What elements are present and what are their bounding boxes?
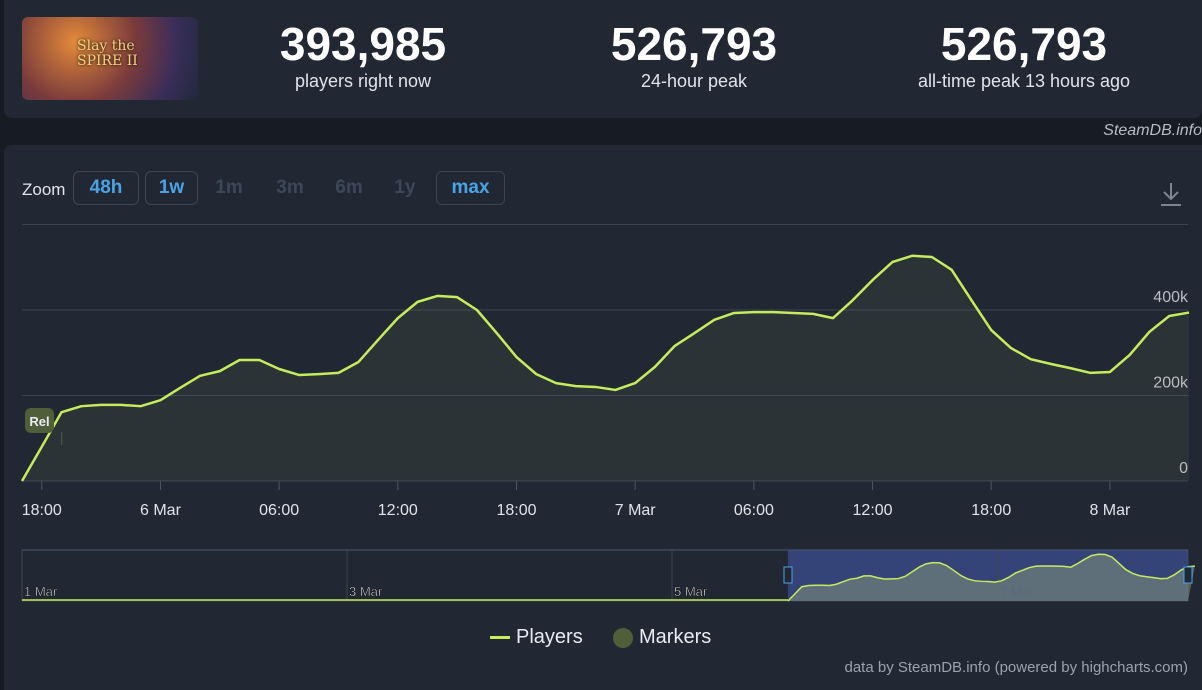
x-tick-label: 12:00 [378,502,418,519]
zoom-3m-button[interactable]: 3m [276,177,304,198]
x-tick-label: 18:00 [22,502,62,519]
zoom-max-button[interactable]: max [436,171,505,205]
download-icon[interactable] [1160,181,1182,207]
players-area [22,255,1190,481]
y-tick-label: 200k [1153,375,1189,392]
stat-alltime-peak: 526,793 all-time peak 13 hours ago [874,18,1174,92]
legend-players[interactable]: Players [490,626,583,649]
stat-label: 24-hour peak [640,71,748,91]
stat-label: all-time peak 13 hours ago [917,71,1131,91]
navigator-area [788,554,1195,601]
stat-value: 526,793 [610,18,778,70]
release-marker [25,408,54,433]
x-tick-label: 12:00 [853,502,893,519]
zoom-1y-button[interactable]: 1y [394,177,416,198]
legend-label: Markers [639,626,712,648]
y-tick-label: 400k [1153,289,1189,306]
stat-24h-peak: 526,793 24-hour peak [544,18,844,92]
zoom-label: Zoom [22,180,66,199]
y-tick-label: 0 [1179,460,1188,477]
legend-markers[interactable]: Markers [613,626,711,649]
circle-legend-icon [613,627,633,648]
x-tick-label: 8 Mar [1089,502,1131,519]
navigator-handle[interactable] [1183,566,1193,584]
game-banner[interactable]: Slay the SPIRE II [22,17,198,100]
stat-value: 526,793 [940,18,1108,70]
navigator-line [22,553,1195,602]
x-tick-label: 18:00 [971,502,1011,519]
x-tick-label: 06:00 [259,502,299,519]
game-logo: Slay the SPIRE II [77,38,138,69]
navigator-handle[interactable] [783,566,793,584]
x-tick-label: 7 Mar [615,502,657,519]
stat-current: 393,985 players right now [213,18,513,92]
stats-header [4,0,1202,118]
players-line [20,254,1190,482]
x-tick-label: 18:00 [496,502,536,519]
zoom-1m-button[interactable]: 1m [215,177,243,198]
marker-label: Rel [29,414,49,429]
stat-value: 393,985 [279,18,447,70]
stat-label: players right now [294,71,432,91]
credit-link[interactable]: data by SteamDB.info (powered by highcha… [844,659,1189,676]
x-tick-label: 6 Mar [140,502,182,519]
navigator-label: 3 Mar [349,584,383,599]
x-tick-label: 06:00 [734,502,774,519]
navigator-label: 1 Mar [24,584,58,599]
navigator-label: 5 Mar [674,584,708,599]
zoom-1w-button[interactable]: 1w [145,171,198,205]
legend-label: Players [516,626,583,648]
zoom-48h-button[interactable]: 48h [73,171,139,205]
zoom-6m-button[interactable]: 6m [335,177,363,198]
line-legend-icon [490,636,510,640]
site-link[interactable]: SteamDB.info [1103,122,1202,139]
